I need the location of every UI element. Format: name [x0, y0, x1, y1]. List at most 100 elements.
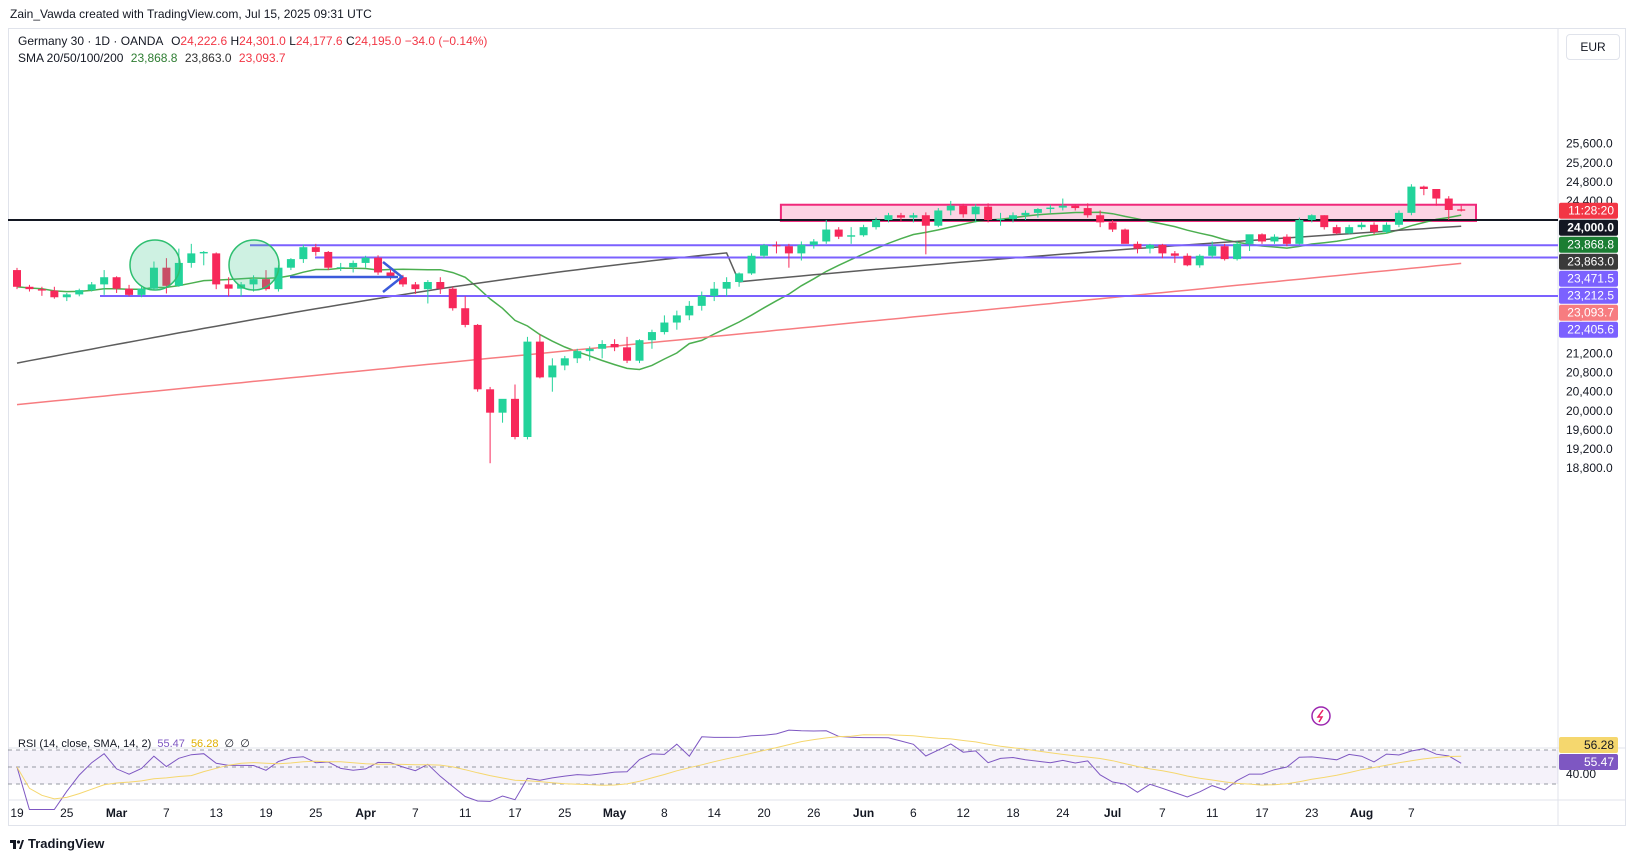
- price-tag-bg: [1559, 219, 1618, 236]
- x-tick-label: 7: [1159, 806, 1166, 820]
- candle-body: [1170, 253, 1179, 256]
- price-tag-bg: [1559, 270, 1618, 287]
- candle-body: [386, 272, 395, 278]
- candle-body: [946, 205, 955, 211]
- alert-bolt-icon: [1311, 706, 1331, 726]
- candle-body: [1183, 255, 1192, 266]
- y-tick-label: 18,800.0: [1566, 461, 1613, 475]
- candle-body: [137, 288, 146, 295]
- candle-body: [1370, 224, 1379, 232]
- candle-body: [847, 235, 856, 237]
- candle-body: [647, 332, 656, 341]
- candle-body: [286, 259, 295, 268]
- candle-body: [1295, 220, 1304, 244]
- price-tag-label: 23,863.0: [1567, 255, 1614, 269]
- rsi-tag-bg: [1559, 754, 1618, 770]
- candle-body: [461, 308, 470, 325]
- rsi-label[interactable]: RSI (14, close, SMA, 14, 2): [18, 738, 152, 750]
- candle-body: [722, 282, 731, 289]
- candle-body: [959, 205, 968, 215]
- candle-body: [311, 247, 320, 252]
- x-tick-label: Aug: [1350, 806, 1373, 820]
- open-label: O: [171, 34, 181, 48]
- candle-body: [1046, 207, 1055, 210]
- x-tick-label: 23: [1305, 806, 1319, 820]
- candle-body: [1382, 224, 1391, 232]
- x-tick-label: 25: [558, 806, 572, 820]
- candle-body: [1407, 186, 1416, 213]
- chart-caption: Zain_Vawda created with TradingView.com,…: [0, 0, 1634, 28]
- x-tick-label: Apr: [355, 806, 376, 820]
- candle-body: [1058, 205, 1067, 208]
- candle-body: [1121, 229, 1130, 244]
- sma20-line: [16, 211, 1462, 371]
- candle-body: [1220, 246, 1229, 260]
- footer-brand-text: TradingView: [28, 836, 105, 851]
- candle-body: [971, 206, 980, 215]
- x-tick-label: 17: [1255, 806, 1269, 820]
- y-tick-label: 24,800.0: [1566, 175, 1613, 189]
- symbol-name[interactable]: Germany 30 · 1D · OANDA: [18, 34, 163, 48]
- y-tick-label: 21,200.0: [1566, 347, 1613, 361]
- x-tick-label: 19: [259, 806, 273, 820]
- price-tag-bg: [1559, 236, 1618, 253]
- sma100-value: 23,093.7: [238, 51, 286, 65]
- close-label: C: [345, 34, 355, 48]
- sma20-value: 23,868.8: [130, 51, 178, 65]
- rsi-value: 55.47: [157, 738, 185, 750]
- low-value: 24,177.6: [295, 34, 343, 48]
- candle-body: [411, 284, 420, 290]
- sma100-line: [16, 262, 1462, 406]
- candle-body: [498, 398, 507, 413]
- candle-body: [473, 324, 482, 390]
- candle-body: [100, 277, 109, 285]
- candle-body: [75, 290, 84, 295]
- candle-body: [1233, 243, 1242, 260]
- price-tag-bg: [1559, 304, 1618, 321]
- candle-body: [523, 341, 532, 437]
- x-tick-label: 25: [309, 806, 323, 820]
- candle-body: [1270, 236, 1279, 242]
- y-tick-label: 20,400.0: [1566, 385, 1613, 399]
- rsi-extra1: ∅: [224, 738, 235, 750]
- price-tag-label: 22,405.6: [1567, 323, 1614, 337]
- candle-body: [934, 210, 943, 226]
- sma-legend: SMA 20/50/100/200 23,868.8 23,863.0 23,0…: [18, 50, 286, 66]
- x-tick-label: 11: [1206, 806, 1219, 820]
- candle-body: [1009, 215, 1017, 220]
- x-tick-label: 7: [1408, 806, 1415, 820]
- y-tick-label: 19,600.0: [1566, 423, 1613, 437]
- sma-label[interactable]: SMA 20/50/100/200: [18, 51, 124, 65]
- currency-selector[interactable]: EUR: [1566, 34, 1620, 60]
- candle-body: [324, 251, 333, 268]
- x-tick-label: 18: [1006, 806, 1020, 820]
- candle-body: [1357, 224, 1366, 228]
- x-tick-label: 20: [757, 806, 771, 820]
- rsi-tag-label: 55.47: [1584, 755, 1614, 769]
- candle-body: [212, 253, 221, 285]
- high-value: 24,301.0: [239, 34, 286, 48]
- x-tick-label: Jun: [853, 806, 874, 820]
- candle-body: [623, 347, 632, 361]
- candle-body: [809, 241, 818, 245]
- candle-body: [274, 267, 283, 290]
- candle-body: [585, 348, 594, 352]
- candle-body: [1096, 215, 1105, 223]
- price-tag-label: 11:28:20: [1568, 204, 1614, 218]
- x-tick-label: 11: [459, 806, 472, 820]
- candle-body: [187, 253, 196, 263]
- candle-body: [1345, 227, 1354, 234]
- candle-body: [660, 322, 669, 333]
- candle-body: [697, 295, 706, 306]
- highlight-circle: [129, 239, 181, 291]
- y-tick-label: 19,200.0: [1566, 442, 1613, 456]
- candle-body: [1394, 212, 1403, 225]
- candle-body: [635, 340, 644, 361]
- x-tick-label: 24: [1056, 806, 1070, 820]
- chart-frame: [8, 28, 1626, 826]
- candle-body: [834, 229, 843, 237]
- candle-body: [747, 255, 756, 274]
- price-tag-bg: [1559, 287, 1618, 304]
- candle-body: [1108, 222, 1117, 230]
